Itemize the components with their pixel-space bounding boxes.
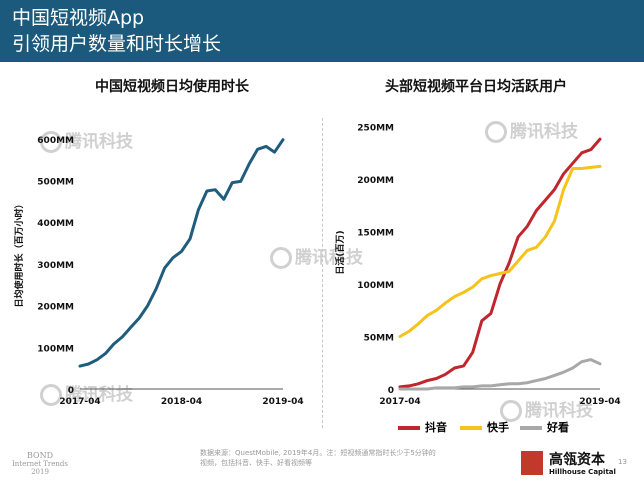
y-tick-label: 250MM (357, 124, 394, 134)
watermark: 腾讯科技 (40, 380, 133, 406)
y-tick-label: 150MM (357, 229, 394, 239)
series-line-好看 (398, 358, 602, 391)
x-tick-label: 2018-04 (161, 397, 202, 407)
x-tick-label: 2017-04 (59, 397, 100, 407)
series-line-抖音 (398, 137, 602, 389)
watermark-logo-icon (500, 400, 522, 422)
y-tick-label: 500MM (37, 178, 74, 188)
y-tick-label: 600MM (37, 136, 74, 146)
y-tick-label: 0 (68, 386, 74, 396)
watermark: 腾讯科技 (40, 127, 133, 153)
right-chart-title: 头部短视频平台日均活跃用户 (385, 79, 567, 95)
left-chart-title: 中国短视频日均使用时长 (95, 79, 249, 95)
watermark-logo-icon (485, 121, 507, 143)
legend-item-haokan: 好看 (520, 419, 569, 435)
series-line-快手 (398, 164, 602, 338)
legend-swatch (460, 426, 482, 430)
logo-en: Hillhouse Capital (549, 468, 616, 476)
x-tick-label: 2019-04 (579, 397, 620, 407)
legend-swatch (520, 426, 542, 430)
y-tick-label: 200MM (357, 176, 394, 186)
watermark-logo-icon (270, 247, 292, 269)
logo-cn: 高瓴资本 (549, 452, 605, 468)
watermark: 腾讯科技 (500, 396, 593, 422)
page-number: 13 (618, 458, 627, 466)
source-note: 数据来源：QuestMobile, 2019年4月。注：短视频通常指时长少于5分… (200, 449, 436, 467)
header-bar: 中国短视频App 引领用户数量和时长增长 (0, 0, 644, 62)
legend-item-kuaishou: 快手 (460, 419, 509, 435)
y-axis-label: 日均使用时长（百万小时） (13, 199, 25, 307)
watermark-logo-icon (40, 131, 62, 153)
hillhouse-mark-icon (521, 451, 543, 475)
chart-divider (322, 118, 323, 428)
x-tick-label: 2019-04 (262, 397, 303, 407)
y-tick-label: 0 (388, 386, 394, 396)
y-axis-label: 日活(百万) (334, 230, 346, 274)
watermark: 腾讯科技 (485, 117, 578, 143)
y-tick-label: 400MM (37, 219, 74, 229)
bond-logo: BOND Internet Trends 2019 (12, 451, 69, 477)
y-tick-label: 300MM (37, 261, 74, 271)
series-line-日均使用时长 (78, 138, 285, 368)
slide-title-line2: 引领用户数量和时长增长 (12, 33, 222, 55)
watermark: 腾讯科技 (270, 243, 363, 269)
legend-item-douyin: 抖音 (398, 419, 447, 435)
y-tick-label: 200MM (37, 303, 74, 313)
y-tick-label: 100MM (357, 281, 394, 291)
slide-title-line1: 中国短视频App (12, 7, 145, 29)
y-tick-label: 50MM (364, 334, 394, 344)
x-tick-label: 2017-04 (379, 397, 420, 407)
watermark-logo-icon (40, 384, 62, 406)
legend-swatch (398, 426, 420, 430)
y-tick-label: 100MM (37, 344, 74, 354)
